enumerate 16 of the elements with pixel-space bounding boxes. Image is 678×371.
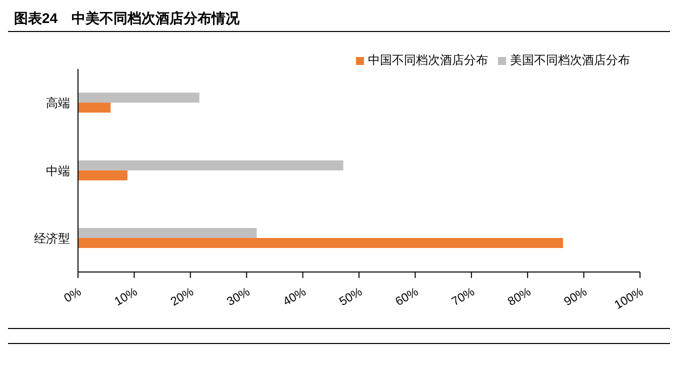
legend-label: 美国不同档次酒店分布 bbox=[510, 53, 630, 67]
x-tick-label: 50% bbox=[336, 284, 365, 309]
x-tick-label: 10% bbox=[112, 284, 140, 309]
x-tick-label: 80% bbox=[505, 284, 534, 309]
y-tick-label: 中端 bbox=[46, 164, 70, 178]
x-tick-label: 40% bbox=[280, 284, 309, 309]
x-tick-label: 20% bbox=[168, 284, 196, 309]
x-tick-label: 90% bbox=[561, 284, 590, 309]
x-tick-label: 70% bbox=[449, 284, 478, 309]
x-tick-label: 30% bbox=[224, 284, 252, 309]
x-tick-label: 0% bbox=[61, 284, 84, 306]
chart-title: 图表24 中美不同档次酒店分布情况 bbox=[8, 8, 670, 32]
y-tick-label: 经济型 bbox=[34, 231, 70, 246]
x-tick-label: 60% bbox=[392, 284, 421, 309]
y-tick-label: 高端 bbox=[46, 96, 70, 110]
legend-label: 中国不同档次酒店分布 bbox=[368, 53, 488, 67]
